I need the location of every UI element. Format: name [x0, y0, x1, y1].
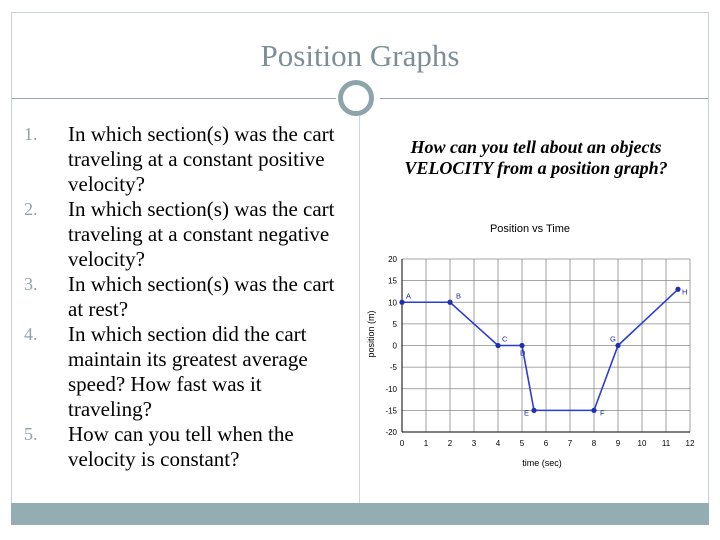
- question-text: In which section(s) was the cart traveli…: [68, 122, 335, 196]
- chart-grid: [401, 258, 691, 433]
- y-tick-label: -5: [390, 363, 398, 372]
- y-tick-label: 0: [393, 342, 398, 351]
- y-tick-labels: 20 15 10 5 0 -5 -10 -15 -20: [385, 255, 397, 437]
- data-point-h: [675, 286, 681, 292]
- question-item: 1. In which section(s) was the cart trav…: [0, 122, 350, 197]
- point-label-h: H: [682, 287, 687, 296]
- point-label-f: F: [600, 408, 605, 417]
- title-divider-left: [12, 98, 342, 99]
- x-tick-labels: 0 1 2 3 4 5 6 7 8 9 10 11 12: [400, 439, 695, 448]
- position-line: [402, 288, 679, 412]
- chart-axes: [401, 259, 690, 433]
- data-point-g: [615, 342, 621, 349]
- data-point-d: [519, 342, 525, 349]
- x-tick-label: 5: [520, 439, 525, 448]
- chart-title: Position vs Time: [490, 223, 570, 235]
- y-tick-label: 20: [388, 255, 397, 264]
- question-item: 4. In which section did the cart maintai…: [0, 322, 350, 422]
- x-tick-label: 8: [592, 439, 597, 448]
- data-point-f: [591, 407, 597, 413]
- y-tick-label: 10: [388, 298, 397, 307]
- question-item: 3. In which section(s) was the cart at r…: [0, 272, 350, 322]
- question-number: 4.: [24, 324, 38, 344]
- question-text: In which section(s) was the cart traveli…: [68, 197, 335, 271]
- point-label-d: D: [520, 349, 526, 358]
- data-point-b: [447, 299, 453, 305]
- question-item: 2. In which section(s) was the cart trav…: [0, 197, 350, 272]
- y-tick-label: 5: [393, 320, 398, 329]
- data-point-c: [495, 342, 501, 349]
- divider-ring-icon: [338, 80, 374, 116]
- y-tick-label: -20: [385, 428, 397, 437]
- data-point-a: [399, 299, 405, 305]
- x-tick-label: 3: [472, 439, 477, 448]
- y-tick-label: -10: [385, 385, 397, 394]
- x-tick-label: 11: [662, 439, 671, 448]
- x-tick-label: 7: [568, 439, 573, 448]
- x-tick-label: 12: [686, 439, 695, 448]
- question-text: How can you tell when the velocity is co…: [68, 422, 294, 471]
- question-text: In which section(s) was the cart at rest…: [68, 272, 335, 321]
- question-number: 5.: [24, 424, 38, 444]
- velocity-question: How can you tell about an objects VELOCI…: [404, 137, 668, 178]
- x-axis-label: time (sec): [522, 458, 562, 468]
- x-tick-label: 6: [544, 439, 549, 448]
- question-number: 2.: [24, 199, 38, 219]
- question-number: 3.: [24, 274, 38, 294]
- y-tick-label: -15: [385, 406, 397, 415]
- point-label-g: G: [610, 335, 616, 344]
- x-tick-label: 9: [616, 439, 621, 448]
- x-tick-label: 1: [424, 439, 429, 448]
- point-label-a: A: [406, 291, 411, 300]
- slide-title: Position Graphs: [260, 38, 460, 73]
- point-label-c: C: [502, 335, 508, 344]
- y-axis-label: position (m): [366, 310, 376, 357]
- position-series: A B C D E F G H: [399, 286, 687, 417]
- column-divider: [359, 116, 360, 504]
- x-tick-label: 2: [448, 439, 453, 448]
- question-text: In which section did the cart maintain i…: [68, 322, 308, 421]
- question-item: 5. How can you tell when the velocity is…: [0, 422, 350, 472]
- x-tick-label: 0: [400, 439, 405, 448]
- question-number: 1.: [24, 124, 38, 144]
- footer-bar: [11, 503, 709, 525]
- title-divider-right: [380, 98, 708, 99]
- question-list: 1. In which section(s) was the cart trav…: [0, 122, 350, 472]
- point-label-b: B: [456, 291, 461, 300]
- x-tick-label: 4: [496, 439, 501, 448]
- data-point-e: [531, 407, 537, 413]
- y-tick-label: 15: [388, 277, 397, 286]
- x-tick-label: 10: [638, 439, 647, 448]
- point-label-e: E: [524, 408, 529, 417]
